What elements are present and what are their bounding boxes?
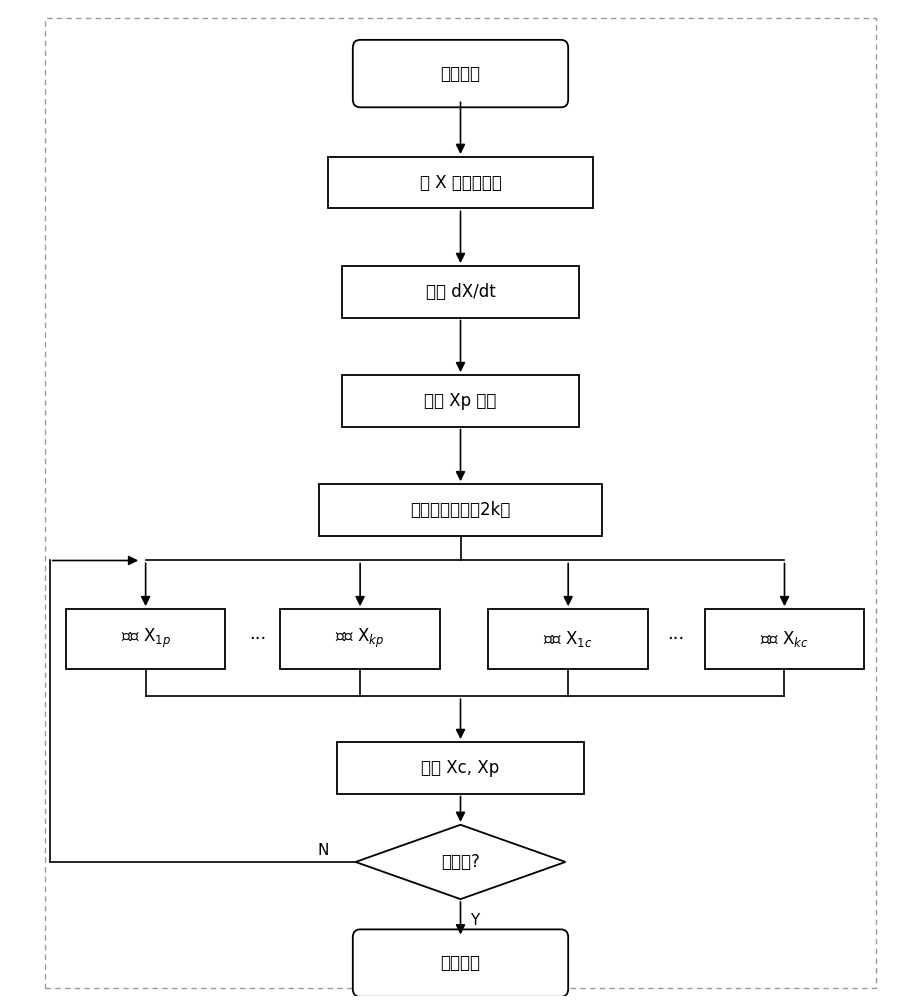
Bar xyxy=(328,157,593,208)
Text: 计算 X$_{1p}$: 计算 X$_{1p}$ xyxy=(121,627,170,650)
Text: 同步 Xc, Xp: 同步 Xc, Xp xyxy=(422,759,499,777)
Bar xyxy=(337,742,584,794)
FancyBboxPatch shape xyxy=(353,929,568,997)
Text: N: N xyxy=(318,843,330,858)
Text: ···: ··· xyxy=(667,630,684,648)
Text: 计算 X$_{kc}$: 计算 X$_{kc}$ xyxy=(760,629,809,649)
Bar xyxy=(342,266,579,318)
Bar xyxy=(280,609,440,669)
Bar xyxy=(342,375,579,427)
Text: 仿真结束: 仿真结束 xyxy=(440,954,481,972)
Bar xyxy=(65,609,226,669)
Text: 仿真开始: 仿真开始 xyxy=(440,65,481,83)
FancyBboxPatch shape xyxy=(353,40,568,107)
Polygon shape xyxy=(356,825,565,899)
Bar xyxy=(705,609,864,669)
Text: 开始并行计算（2k）: 开始并行计算（2k） xyxy=(411,501,510,519)
Text: 结束吗?: 结束吗? xyxy=(441,853,480,871)
Bar xyxy=(319,484,602,536)
Text: 计算 dX/dt: 计算 dX/dt xyxy=(426,283,495,301)
Text: 计算 X$_{kp}$: 计算 X$_{kp}$ xyxy=(335,627,385,650)
Text: ···: ··· xyxy=(250,630,266,648)
Text: 计算 Xp 初值: 计算 Xp 初值 xyxy=(425,392,496,410)
Text: 赋 X 两步初始值: 赋 X 两步初始值 xyxy=(420,174,501,192)
Bar xyxy=(488,609,648,669)
Text: 计算 X$_{1c}$: 计算 X$_{1c}$ xyxy=(543,629,593,649)
Text: Y: Y xyxy=(470,913,479,928)
